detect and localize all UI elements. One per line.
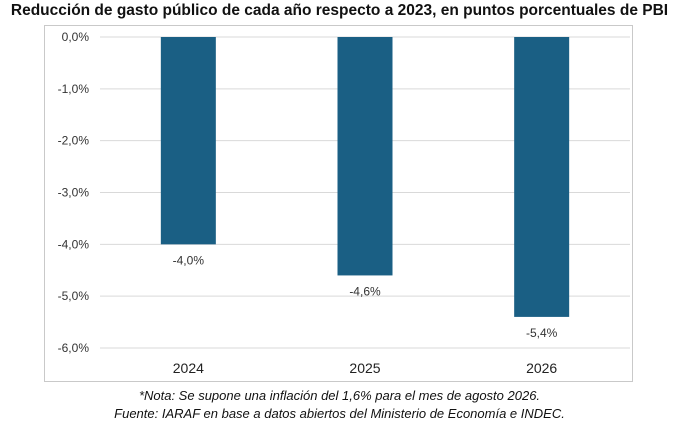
y-tick-label: -4,0% xyxy=(58,237,90,251)
footnote-source: Fuente: IARAF en base a datos abiertos d… xyxy=(114,406,565,421)
y-tick-label: -5,0% xyxy=(58,289,90,303)
data-label-2025: -4,6% xyxy=(349,284,381,298)
bar-2025 xyxy=(337,37,393,276)
footnote-inflation: *Nota: Se supone una inflación del 1,6% … xyxy=(138,388,541,403)
bar-2026 xyxy=(514,37,570,317)
data-label-2026: -5,4% xyxy=(526,326,558,340)
x-tick-label-2025: 2025 xyxy=(349,360,380,376)
data-label-2024: -4,0% xyxy=(173,253,205,267)
x-tick-label-2026: 2026 xyxy=(526,360,557,376)
x-tick-label-2024: 2024 xyxy=(173,360,204,376)
chart-title: Reducción de gasto público de cada año r… xyxy=(10,2,669,19)
y-tick-label: -3,0% xyxy=(58,186,90,200)
y-tick-label: -6,0% xyxy=(58,341,90,355)
chart-frame xyxy=(44,25,633,382)
y-tick-label: -1,0% xyxy=(58,82,90,96)
y-tick-label: 0,0% xyxy=(62,30,90,44)
bar-2024 xyxy=(160,37,216,245)
y-tick-label: -2,0% xyxy=(58,134,90,148)
